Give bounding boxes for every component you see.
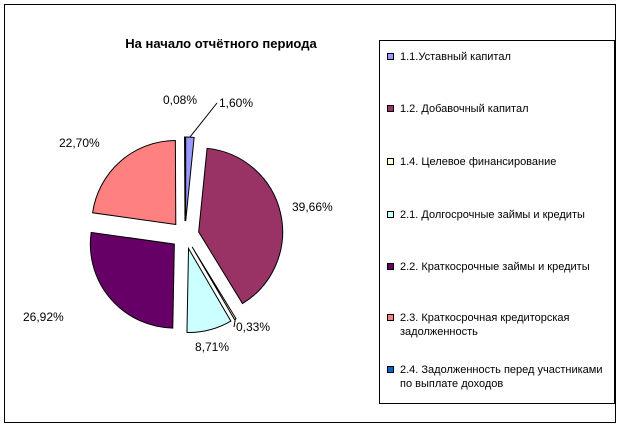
pie-slice <box>89 231 175 329</box>
legend-label: 2.3. Краткосрочная кредиторская задолжен… <box>400 312 570 338</box>
legend-label: 2.1. Долгосрочные займы и кредиты <box>400 209 585 221</box>
legend-item: 1.2. Добавочный капитал <box>387 102 613 116</box>
data-label: 1,60% <box>219 96 253 110</box>
legend-label: 1.1.Уставный капитал <box>400 51 511 63</box>
legend-item: 1.4. Целевое финансирование <box>387 155 613 169</box>
chart-legend: 1.1.Уставный капитал 1.2. Добавочный кап… <box>379 40 615 404</box>
legend-label: 1.4. Целевое финансирование <box>400 156 557 168</box>
leader-line <box>189 102 218 138</box>
chart-area: На начало отчётного периода 1,60% 39,66% 0… <box>4 4 616 423</box>
pie-slice <box>185 136 195 222</box>
data-label: 39,66% <box>292 200 333 214</box>
data-label: 0,08% <box>163 93 197 107</box>
data-label: 0,33% <box>236 320 270 334</box>
data-label: 8,71% <box>195 340 229 354</box>
leader-line <box>233 319 236 328</box>
legend-label: 2.2. Краткосрочные займы и кредиты <box>400 261 590 273</box>
pie-slice <box>186 246 232 334</box>
legend-item: 2.4. Задолженность перед участниками по … <box>387 363 613 391</box>
pie-chart: На начало отчётного периода 1,60% 39,66% 0… <box>23 36 333 354</box>
legend-swatch <box>387 53 394 60</box>
legend-swatch <box>387 314 394 321</box>
legend-swatch <box>387 158 394 165</box>
data-label: 26,92% <box>23 310 64 324</box>
pie-slice <box>198 147 284 305</box>
legend-swatch <box>387 211 394 218</box>
legend-swatch <box>387 366 394 373</box>
legend-label: 1.2. Добавочный капитал <box>400 103 529 115</box>
data-label: 22,70% <box>59 136 100 150</box>
pie-slice <box>191 246 237 321</box>
legend-item: 2.3. Краткосрочная кредиторская задолжен… <box>387 311 613 339</box>
legend-swatch <box>387 105 394 112</box>
pie-slice <box>92 139 177 226</box>
chart-title: На начало отчётного периода <box>125 36 317 51</box>
legend-item: 2.2. Краткосрочные займы и кредиты <box>387 260 613 274</box>
legend-item: 2.1. Долгосрочные займы и кредиты <box>387 208 613 222</box>
legend-item: 1.1.Уставный капитал <box>387 50 613 64</box>
legend-swatch <box>387 263 394 270</box>
legend-label: 2.4. Задолженность перед участниками по … <box>400 364 603 390</box>
